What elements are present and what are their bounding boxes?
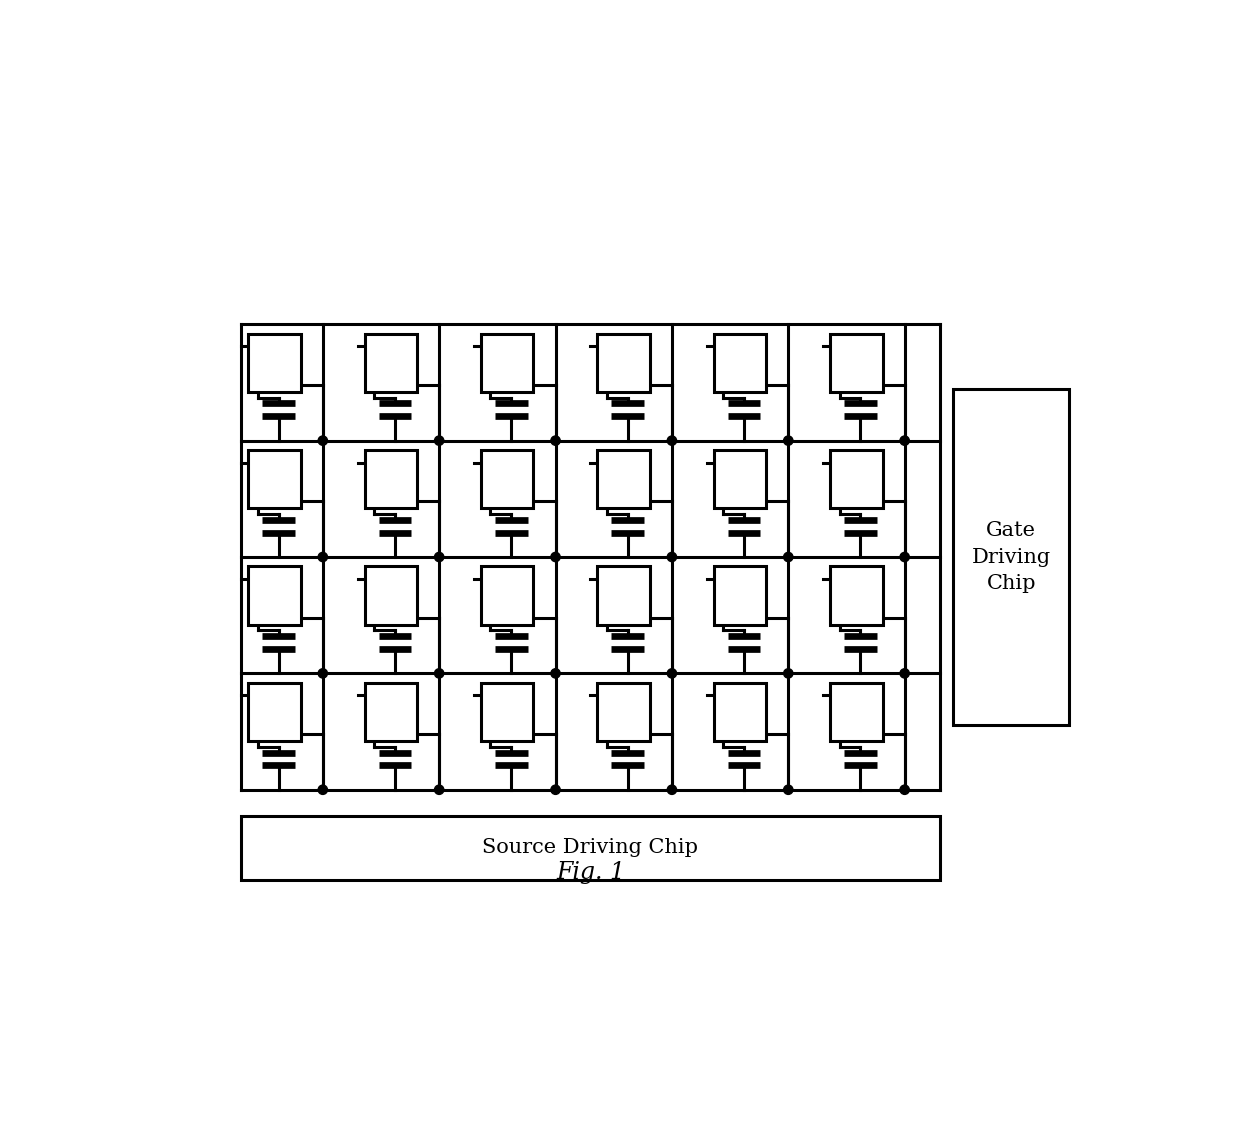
Bar [248, 333, 300, 392]
Bar [242, 816, 940, 879]
Text: Gate
Driving
Chip: Gate Driving Chip [972, 520, 1050, 593]
Bar [481, 450, 533, 508]
Bar [714, 683, 766, 741]
Circle shape [551, 436, 560, 445]
Circle shape [551, 668, 560, 679]
Circle shape [667, 552, 677, 561]
Bar [598, 450, 650, 508]
Bar [954, 390, 1069, 725]
Circle shape [784, 785, 792, 795]
Circle shape [434, 436, 444, 445]
Bar [598, 683, 650, 741]
Circle shape [319, 436, 327, 445]
Bar [365, 450, 417, 508]
Bar [830, 333, 883, 392]
Circle shape [784, 436, 792, 445]
Circle shape [667, 785, 677, 795]
Circle shape [900, 785, 909, 795]
Circle shape [784, 668, 792, 679]
Bar [365, 333, 417, 392]
Circle shape [551, 552, 560, 561]
Circle shape [319, 668, 327, 679]
Bar [248, 683, 300, 741]
Text: Source Driving Chip: Source Driving Chip [482, 839, 698, 857]
Bar [830, 567, 883, 624]
Circle shape [551, 785, 560, 795]
Bar [598, 333, 650, 392]
Bar [714, 333, 766, 392]
Bar [365, 567, 417, 624]
Bar [481, 567, 533, 624]
Circle shape [900, 436, 909, 445]
Bar [830, 683, 883, 741]
Bar [714, 567, 766, 624]
Bar [598, 567, 650, 624]
Bar [714, 450, 766, 508]
Circle shape [319, 552, 327, 561]
Circle shape [784, 552, 792, 561]
Text: Fig. 1: Fig. 1 [556, 860, 625, 884]
Circle shape [900, 668, 909, 679]
Circle shape [434, 668, 444, 679]
Bar [481, 333, 533, 392]
Bar [248, 450, 300, 508]
Bar [830, 450, 883, 508]
Circle shape [319, 785, 327, 795]
Circle shape [434, 785, 444, 795]
Bar [481, 683, 533, 741]
Bar [248, 567, 300, 624]
Circle shape [900, 552, 909, 561]
Circle shape [434, 552, 444, 561]
Circle shape [667, 436, 677, 445]
Bar [365, 683, 417, 741]
Circle shape [667, 668, 677, 679]
